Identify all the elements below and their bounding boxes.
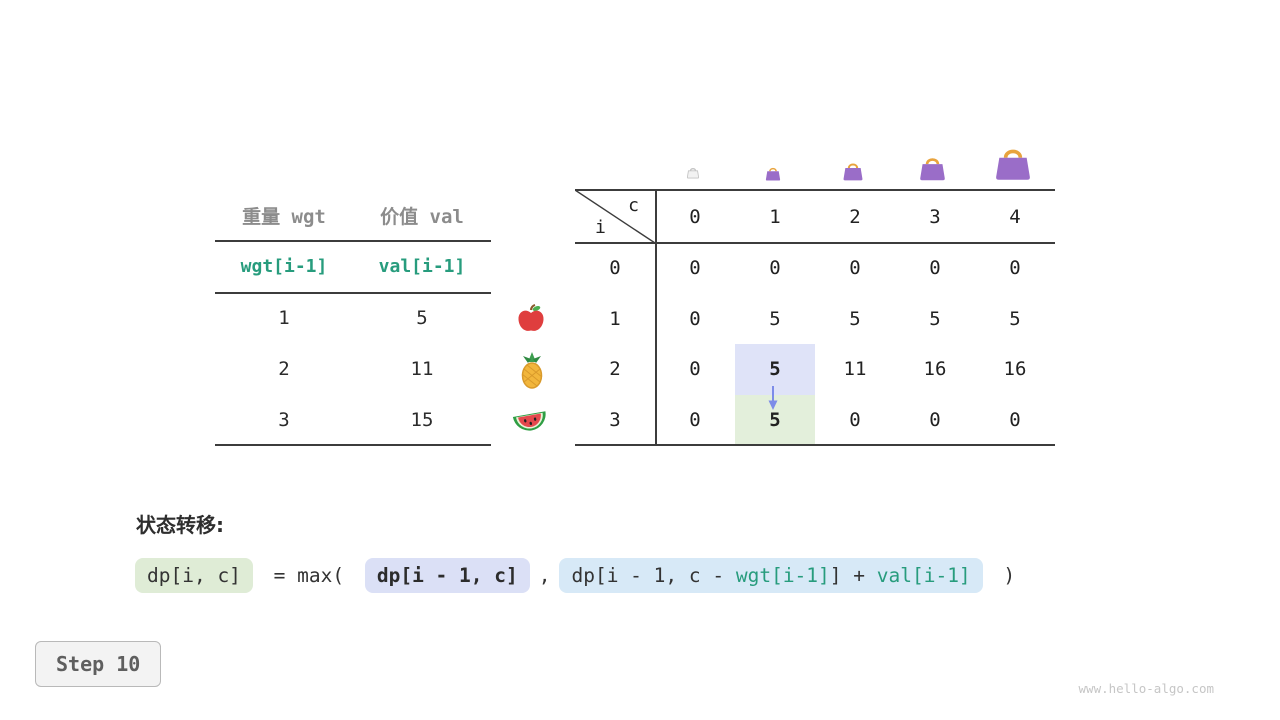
dp-table-bottom-rule <box>575 444 1055 446</box>
pineapple-icon <box>521 352 543 389</box>
formula-term-take: dp[i - 1, c - wgt[i-1]] + val[i-1] <box>559 558 983 593</box>
col-variable-label: c <box>628 195 639 216</box>
dp-table-top-rule <box>575 189 1055 191</box>
apple-icon <box>518 303 544 331</box>
step-badge: Step 10 <box>35 641 162 687</box>
dp-cell: 5 <box>1009 307 1021 330</box>
dp-row-header: 3 <box>609 408 621 431</box>
dp-row-header: 0 <box>609 257 621 280</box>
items-val-index-label: val[i-1] <box>378 255 466 277</box>
dp-cell: 16 <box>923 358 947 381</box>
items-table-bottom-rule <box>215 444 491 446</box>
dp-col-header: 3 <box>929 205 941 228</box>
watermelon-icon <box>512 411 546 431</box>
dp-row-header: 2 <box>609 358 621 381</box>
formula-term-take-prefix: dp[i - 1, c - <box>571 564 736 587</box>
dp-col-header: 0 <box>689 205 701 228</box>
formula-term-take-val: val[i-1] <box>876 564 971 587</box>
watermark: www.hello-algo.com <box>1078 681 1214 696</box>
dp-cell: 0 <box>849 257 861 280</box>
items-table: 重量 wgt 价值 val wgt[i-1] val[i-1] 1 5 2 11… <box>215 190 491 445</box>
formula-closing: ) <box>991 564 1016 587</box>
dp-cell: 0 <box>929 257 941 280</box>
items-table-header-rule <box>215 240 491 242</box>
item-weight: 3 <box>278 408 290 431</box>
item-value: 15 <box>410 408 434 431</box>
formula-separator: , <box>538 564 551 587</box>
corner-diagonal-line <box>575 190 655 243</box>
dp-table-index-rule <box>655 189 657 445</box>
dp-cell: 5 <box>929 307 941 330</box>
dp-table: c i 0 1 2 3 4 0 0 0 0 0 0 1 0 5 5 5 5 2 … <box>575 190 1055 445</box>
dp-cell: 0 <box>689 408 701 431</box>
dp-cell: 0 <box>689 358 701 381</box>
dp-cell: 5 <box>769 307 781 330</box>
dp-cell: 0 <box>929 408 941 431</box>
dp-cell: 0 <box>1009 257 1021 280</box>
formula-operator: = max( <box>261 564 356 587</box>
dp-cell: 0 <box>1009 408 1021 431</box>
items-col-weight-header: 重量 wgt <box>242 205 326 228</box>
bag-capacity-1-icon <box>765 167 781 181</box>
dp-cell-highlight-source: 5 <box>735 344 815 395</box>
formula-term-take-mid: ] + <box>829 564 877 587</box>
dp-cell: 0 <box>689 307 701 330</box>
dp-cell: 0 <box>689 257 701 280</box>
item-value: 5 <box>416 306 428 329</box>
formula-term-keep: dp[i - 1, c] <box>364 558 530 593</box>
dp-cell: 0 <box>849 408 861 431</box>
item-value: 11 <box>410 357 434 380</box>
formula-term-take-wgt: wgt[i-1] <box>735 564 830 587</box>
dp-table-header-rule <box>575 242 1055 244</box>
row-variable-label: i <box>595 217 606 238</box>
bag-capacity-0-icon <box>686 167 700 179</box>
items-table-index-rule <box>215 292 491 294</box>
items-wgt-index-label: wgt[i-1] <box>240 255 328 277</box>
dp-cell: 11 <box>843 358 867 381</box>
dp-cell: 16 <box>1003 358 1027 381</box>
formula-lhs: dp[i, c] <box>135 558 253 593</box>
dp-corner-cell: c i <box>575 190 655 243</box>
bag-capacity-2-icon <box>843 163 863 181</box>
dp-cell: 5 <box>849 307 861 330</box>
bag-capacity-3-icon <box>920 158 945 181</box>
dp-col-header: 2 <box>849 205 861 228</box>
dp-col-header: 1 <box>769 205 781 228</box>
dp-cell: 0 <box>769 257 781 280</box>
item-weight: 2 <box>278 357 290 380</box>
item-weight: 1 <box>278 306 290 329</box>
dp-cell-highlight-target: 5 <box>735 394 815 445</box>
transition-formula: dp[i, c] = max( dp[i - 1, c] , dp[i - 1,… <box>135 558 1015 593</box>
transition-arrow-icon <box>768 386 778 410</box>
bag-capacity-4-icon <box>996 149 1030 180</box>
items-col-value-header: 价值 val <box>380 205 464 228</box>
dp-row-header: 1 <box>609 307 621 330</box>
transition-label: 状态转移: <box>136 513 224 537</box>
dp-col-header: 4 <box>1009 205 1021 228</box>
